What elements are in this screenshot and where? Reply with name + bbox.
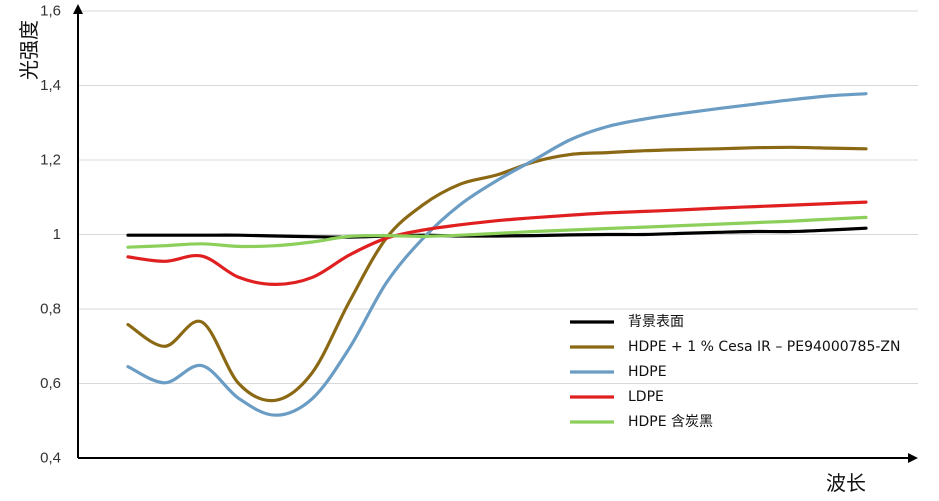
x-axis-title: 波长	[826, 471, 866, 495]
y-tick-label: 1,2	[40, 152, 61, 169]
y-tick-label: 1,6	[40, 3, 61, 20]
legend-label: HDPE 含炭黑	[628, 414, 713, 430]
legend: 背景表面 HDPE + 1 % Cesa IR – PE94000785-ZN HD…	[570, 314, 900, 430]
series-line-3	[126, 200, 868, 286]
series-line-0	[126, 226, 868, 239]
legend-label: 背景表面	[628, 314, 684, 330]
y-axis-title: 光强度	[17, 20, 41, 80]
series-line-4	[126, 215, 868, 249]
legend-label: LDPE	[628, 389, 664, 405]
gridlines	[78, 10, 918, 384]
y-tick-label: 0,4	[40, 450, 61, 467]
legend-label: HDPE	[628, 364, 667, 380]
y-tick-label: 0,6	[40, 375, 61, 392]
y-tick-label: 0,8	[40, 301, 61, 318]
y-tick-labels: 0,4 0,6 0,8 1 1,2 1,4 1,6	[40, 3, 61, 467]
y-tick-label: 1	[53, 226, 61, 243]
series-line-1	[126, 145, 868, 403]
axes	[73, 4, 918, 463]
legend-label: HDPE + 1 % Cesa IR – PE94000785-ZN	[628, 339, 900, 355]
y-tick-label: 1,4	[40, 77, 61, 94]
series-line-2	[126, 92, 868, 417]
series-lines	[126, 92, 868, 417]
